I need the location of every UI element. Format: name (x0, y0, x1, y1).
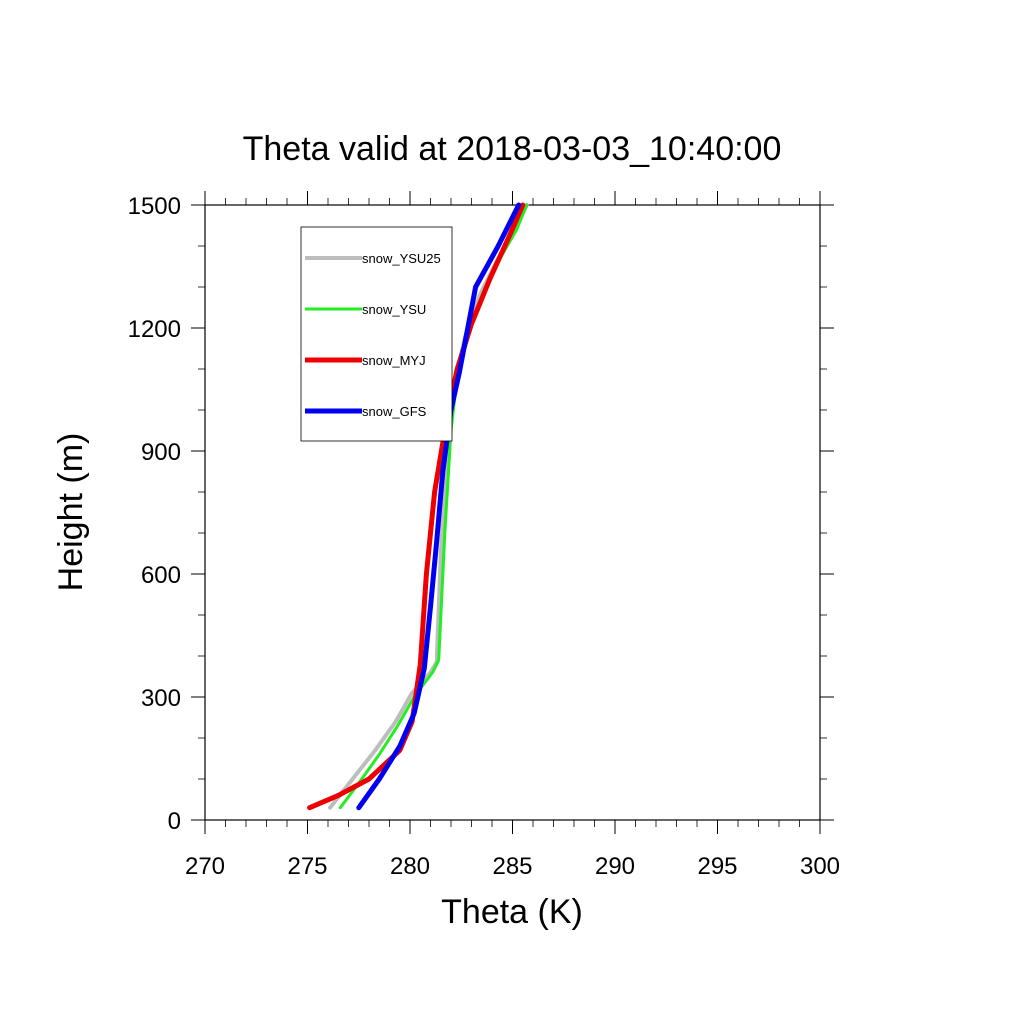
y-tick-label: 900 (141, 439, 181, 466)
y-tick-label: 1500 (128, 193, 181, 220)
legend-box (300, 226, 453, 442)
legend: snow_YSU25 snow_YSU snow_MYJ snow_GFS (300, 226, 453, 442)
x-tick-label: 295 (697, 853, 737, 880)
x-tick-label: 280 (390, 853, 430, 880)
x-tick-label: 285 (492, 853, 532, 880)
x-tick-label: 290 (595, 853, 635, 880)
axis-tick-labels: 270 275 280 285 290 295 300 0 300 600 900 1200 1500 (128, 193, 840, 880)
x-axis-label: Theta (K) (441, 893, 583, 931)
y-tick-label: 0 (168, 808, 181, 835)
y-tick-label: 1200 (128, 316, 181, 343)
plot-frame (204, 204, 821, 821)
axis-ticks (191, 191, 834, 834)
y-axis-label: Height (m) (52, 433, 90, 592)
series-line-snow-gfs (356, 202, 522, 811)
x-tick-label: 275 (287, 853, 327, 880)
y-tick-label: 300 (141, 685, 181, 712)
legend-label-snow-gfs: snow_GFS (362, 404, 427, 419)
series-line-snow-myj (307, 202, 526, 811)
y-tick-label: 600 (141, 562, 181, 589)
chart-title: Theta valid at 2018-03-03_10:40:00 (243, 130, 782, 168)
series-lines (307, 202, 529, 811)
legend-label-snow-myj: snow_MYJ (362, 353, 426, 368)
x-tick-label: 300 (800, 853, 840, 880)
x-tick-label: 270 (185, 853, 225, 880)
legend-label-snow-ysu: snow_YSU (362, 302, 426, 317)
legend-label-snow-ysu25: snow_YSU25 (362, 251, 441, 266)
plot-area-border (204, 204, 821, 821)
